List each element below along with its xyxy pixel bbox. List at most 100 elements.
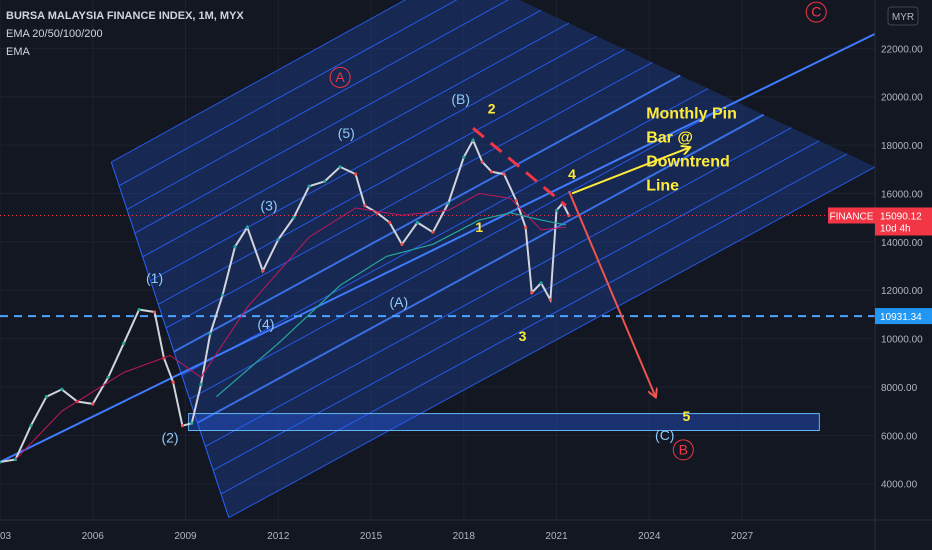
callout-arrow xyxy=(571,148,689,195)
indicator-legend-ema-2[interactable]: EMA xyxy=(6,46,30,58)
channel-line xyxy=(111,0,407,163)
y-tick-label: 16000.00 xyxy=(881,189,923,200)
channel-line xyxy=(181,88,709,376)
price-point xyxy=(208,332,212,336)
channel-line xyxy=(228,166,876,519)
x-tick-label: 2027 xyxy=(731,531,754,542)
price-point xyxy=(554,208,559,213)
wave-label: 5 xyxy=(682,408,690,424)
price-point xyxy=(490,170,494,174)
y-tick-label: 22000.00 xyxy=(881,44,923,55)
projection-arrow xyxy=(567,190,656,397)
y-tick-label: 12000.00 xyxy=(881,286,923,297)
annotation-line: Bar @ xyxy=(646,130,693,147)
price-point xyxy=(471,138,475,142)
currency-button-frame xyxy=(887,6,919,26)
price-point xyxy=(137,307,141,312)
price-point xyxy=(233,245,237,249)
price-point xyxy=(276,237,280,242)
target-box xyxy=(188,413,820,432)
wave-label: 4 xyxy=(568,166,576,182)
ema-line xyxy=(216,212,566,398)
channel-line xyxy=(150,35,597,281)
y-tick-label: 20000.00 xyxy=(881,93,923,104)
x-tick-label: 2018 xyxy=(453,531,476,542)
channel-line xyxy=(189,101,737,400)
pitchfork-channel xyxy=(0,0,876,519)
ema-line xyxy=(15,192,566,460)
circled-label-ring xyxy=(329,66,351,88)
price-point xyxy=(91,402,95,406)
level-tag: 10931.34 xyxy=(880,312,922,323)
price-point xyxy=(514,199,518,203)
target-zone-box xyxy=(188,413,820,432)
wave-label: (4) xyxy=(257,316,274,332)
grid-lines xyxy=(0,0,875,520)
x-tick-label: 2012 xyxy=(267,531,290,542)
y-tick-label: 8000.00 xyxy=(881,383,918,394)
price-point xyxy=(431,230,435,234)
wave-label: 3 xyxy=(519,328,527,344)
price-point xyxy=(60,387,64,391)
price-point xyxy=(548,298,552,302)
symbol-tag: FINANCE xyxy=(830,211,874,222)
price-point xyxy=(462,155,466,159)
price-point xyxy=(415,220,420,225)
channel-line xyxy=(212,140,820,471)
chart-title: BURSA MALAYSIA FINANCE INDEX, 1M, MYX xyxy=(6,10,244,22)
price-point xyxy=(245,225,249,229)
price-point xyxy=(221,293,225,297)
price-point xyxy=(387,220,392,225)
price-point xyxy=(292,216,296,220)
price-point xyxy=(567,213,571,218)
price-point xyxy=(400,242,404,246)
circled-label: C xyxy=(811,4,821,20)
annotation-line: Monthly Pin xyxy=(646,106,737,123)
wave-label: 1 xyxy=(475,219,483,235)
annotation-line: Line xyxy=(646,178,679,195)
circled-label: A xyxy=(335,69,345,85)
wave-label: 2 xyxy=(488,101,496,117)
wave-label: (C) xyxy=(655,427,674,443)
channel-line xyxy=(173,74,681,353)
currency-button: MYR xyxy=(892,12,914,23)
price-point xyxy=(44,395,48,399)
symbol-tag-bg xyxy=(828,207,875,224)
y-tick-label: 10000.00 xyxy=(881,335,923,346)
y-tick-label: 4000.00 xyxy=(881,480,918,491)
price-point xyxy=(29,424,33,428)
channel-line xyxy=(158,48,625,305)
channel-line xyxy=(196,113,765,424)
wave-label: (2) xyxy=(161,430,178,446)
wave-labels: (1) (2) (3) (4) (5) (A) (B) (C) 1 2 3 4 5 A B C Monthly … xyxy=(146,1,827,461)
circled-label-ring xyxy=(805,1,827,23)
y-tick-label: 18000.00 xyxy=(881,141,923,152)
price-tag-bg xyxy=(875,207,932,236)
downtrend-line xyxy=(472,127,567,207)
support-line xyxy=(0,214,875,318)
y-tick-label: 6000.00 xyxy=(881,431,918,442)
price-point xyxy=(307,184,311,188)
indicator-legend-ema[interactable]: EMA 20/50/100/200 xyxy=(6,28,103,40)
price-series xyxy=(0,138,571,464)
price-point xyxy=(323,179,327,183)
price-point xyxy=(480,160,484,164)
channel-line xyxy=(126,0,510,210)
channel-edge xyxy=(110,161,230,518)
price-point xyxy=(106,375,110,379)
price-tag: 15090.12 xyxy=(880,211,922,222)
x-tick-label: 2003 xyxy=(0,531,12,542)
price-point xyxy=(524,225,528,229)
wave-label: (B) xyxy=(451,91,470,107)
price-point xyxy=(190,421,194,425)
price-point xyxy=(152,310,157,314)
wave-label: (5) xyxy=(338,125,355,141)
downtrend-dashes xyxy=(472,127,567,207)
countdown-tag: 10d 4h xyxy=(880,223,911,234)
channel-line xyxy=(165,61,653,329)
wave-label: (3) xyxy=(260,197,277,213)
price-point xyxy=(199,382,203,387)
channel-line xyxy=(118,0,458,187)
